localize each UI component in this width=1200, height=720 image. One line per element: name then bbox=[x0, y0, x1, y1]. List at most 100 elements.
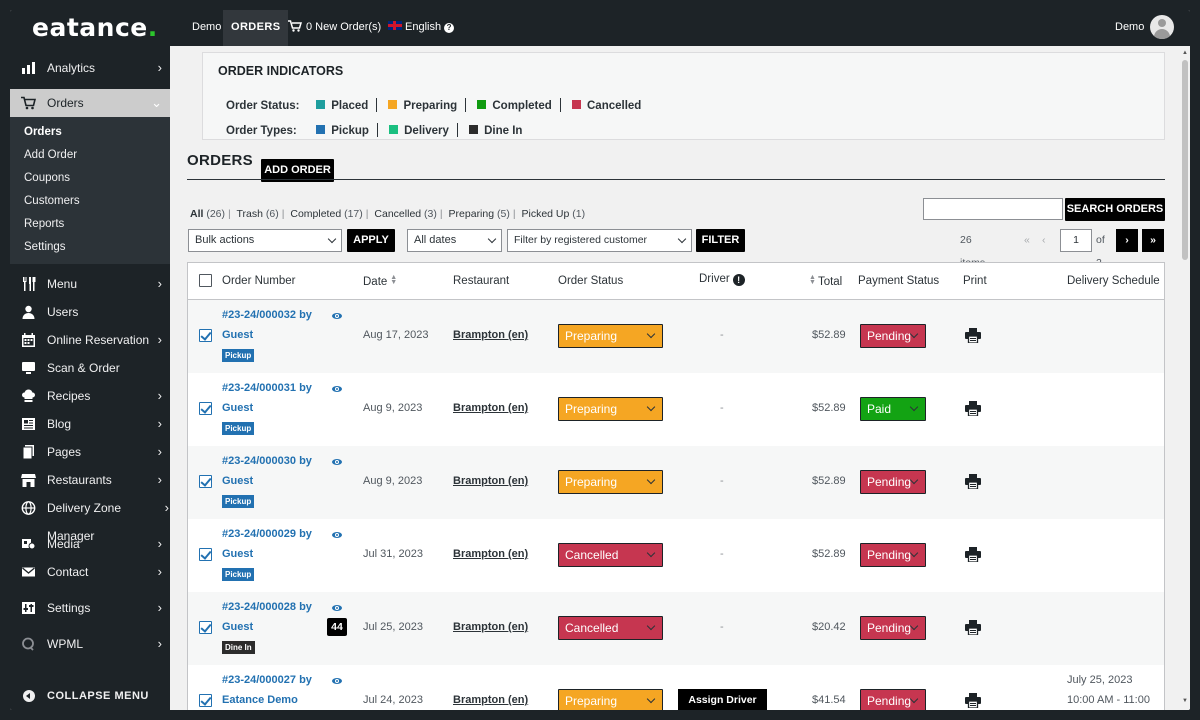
select-all-checkbox[interactable] bbox=[199, 274, 212, 287]
customer-link[interactable]: Guest bbox=[222, 402, 254, 414]
orders-adminbar-link[interactable]: ORDERS bbox=[223, 10, 289, 46]
sidebar-item-settings[interactable]: Settings › bbox=[10, 594, 170, 622]
search-orders-button[interactable]: SEARCH ORDERS bbox=[1065, 198, 1165, 221]
view-picked-up[interactable]: Picked Up bbox=[521, 208, 570, 220]
sidebar-item-users[interactable]: Users bbox=[10, 298, 170, 326]
order-status-select[interactable]: Preparing bbox=[558, 470, 663, 494]
sidebar-item-wpml[interactable]: WPML › bbox=[10, 630, 170, 658]
row-checkbox[interactable] bbox=[199, 402, 212, 415]
payment-status-select[interactable]: Pending bbox=[860, 616, 926, 640]
view-all[interactable]: All bbox=[190, 208, 204, 220]
dates-select[interactable]: All dates bbox=[407, 229, 502, 252]
printer-icon[interactable] bbox=[965, 547, 981, 562]
printer-icon[interactable] bbox=[965, 474, 981, 489]
submenu-item-coupons[interactable]: Coupons bbox=[24, 172, 71, 184]
add-order-button[interactable]: ADD ORDER bbox=[261, 159, 334, 182]
eye-icon[interactable] bbox=[332, 532, 342, 538]
sidebar-item-online-reservation[interactable]: Online Reservation › bbox=[10, 326, 170, 354]
info-icon[interactable]: ! bbox=[732, 274, 745, 286]
sidebar-item-pages[interactable]: Pages › bbox=[10, 438, 170, 466]
new-orders-link[interactable]: 0 New Order(s) bbox=[280, 10, 389, 46]
row-checkbox[interactable] bbox=[199, 475, 212, 488]
printer-icon[interactable] bbox=[965, 328, 981, 343]
order-number-link[interactable]: #23-24/000030 by bbox=[222, 455, 312, 467]
order-number-link[interactable]: #23-24/000027 by bbox=[222, 674, 312, 686]
scroll-down-icon[interactable]: ▼ bbox=[1182, 698, 1188, 704]
eye-icon[interactable] bbox=[332, 313, 342, 319]
sidebar-item-menu[interactable]: Menu › bbox=[10, 270, 170, 298]
payment-status-select[interactable]: Pending bbox=[860, 689, 926, 710]
order-status-select[interactable]: Preparing bbox=[558, 689, 663, 710]
language-switcher[interactable]: English? bbox=[380, 10, 462, 46]
restaurant-link[interactable]: Brampton (en) bbox=[453, 548, 529, 560]
avatar[interactable] bbox=[1150, 15, 1174, 39]
bulk-actions-select[interactable]: Bulk actions bbox=[188, 229, 342, 252]
filter-button[interactable]: FILTER bbox=[696, 229, 745, 252]
customer-link[interactable]: Guest bbox=[222, 548, 254, 560]
submenu-item-settings[interactable]: Settings bbox=[24, 241, 66, 253]
eye-icon[interactable] bbox=[332, 459, 342, 465]
prev-page-button[interactable]: ‹ bbox=[1042, 234, 1046, 246]
order-status-select[interactable]: Preparing bbox=[558, 397, 663, 421]
customer-filter-select[interactable]: Filter by registered customer bbox=[507, 229, 692, 252]
order-status-select[interactable]: Cancelled bbox=[558, 616, 663, 640]
submenu-item-add-order[interactable]: Add Order bbox=[24, 149, 78, 161]
payment-status-select[interactable]: Paid bbox=[860, 397, 926, 421]
user-name[interactable]: Demo bbox=[1115, 21, 1145, 33]
submenu-item-orders[interactable]: Orders bbox=[24, 126, 62, 138]
restaurant-link[interactable]: Brampton (en) bbox=[453, 402, 529, 414]
eye-icon[interactable] bbox=[332, 605, 342, 611]
payment-status-select[interactable]: Pending bbox=[860, 324, 926, 348]
order-number-link[interactable]: #23-24/000031 by bbox=[222, 382, 312, 394]
comment-count-badge[interactable]: 44 bbox=[327, 618, 347, 636]
restaurant-link[interactable]: Brampton (en) bbox=[453, 694, 529, 706]
search-input[interactable] bbox=[923, 198, 1063, 220]
sidebar-item-restaurants[interactable]: Restaurants › bbox=[10, 466, 170, 494]
sidebar-item-orders[interactable]: Orders ⌄ bbox=[10, 89, 170, 117]
printer-icon[interactable] bbox=[965, 693, 981, 708]
view-trash[interactable]: Trash bbox=[236, 208, 263, 220]
scroll-up-icon[interactable]: ▲ bbox=[1182, 50, 1188, 56]
collapse-menu-button[interactable]: COLLAPSE MENU bbox=[10, 682, 170, 710]
row-checkbox[interactable] bbox=[199, 621, 212, 634]
order-number-link[interactable]: #23-24/000032 by bbox=[222, 309, 312, 321]
customer-link[interactable]: Guest bbox=[222, 475, 254, 487]
restaurant-link[interactable]: Brampton (en) bbox=[453, 621, 529, 633]
order-number-link[interactable]: #23-24/000029 by bbox=[222, 528, 312, 540]
row-checkbox[interactable] bbox=[199, 329, 212, 342]
column-date[interactable]: Date ▲ ▼ bbox=[363, 274, 397, 288]
eye-icon[interactable] bbox=[332, 386, 342, 392]
site-name-link[interactable]: Demo bbox=[192, 21, 222, 33]
customer-link[interactable]: Guest bbox=[222, 621, 254, 633]
sidebar-item-contact[interactable]: Contact › bbox=[10, 558, 170, 586]
order-status-select[interactable]: Cancelled bbox=[558, 543, 663, 567]
sidebar-item-recipes[interactable]: Recipes › bbox=[10, 382, 170, 410]
payment-status-select[interactable]: Pending bbox=[860, 470, 926, 494]
column-order-number[interactable]: Order Number bbox=[222, 275, 296, 287]
submenu-item-customers[interactable]: Customers bbox=[24, 195, 80, 207]
eatance-logo[interactable]: eatance. bbox=[32, 13, 158, 42]
customer-link[interactable]: Guest bbox=[222, 329, 254, 341]
view-cancelled[interactable]: Cancelled bbox=[374, 208, 422, 220]
restaurant-link[interactable]: Brampton (en) bbox=[453, 329, 529, 341]
first-page-button[interactable]: « bbox=[1024, 234, 1030, 246]
last-page-button[interactable]: » bbox=[1142, 229, 1164, 252]
sidebar-item-scan-order[interactable]: Scan & Order bbox=[10, 354, 170, 382]
scrollbar-thumb[interactable] bbox=[1182, 60, 1188, 260]
customer-link[interactable]: Eatance Demo bbox=[222, 694, 298, 706]
column-total[interactable]: ▲ ▼ Total bbox=[809, 274, 842, 288]
printer-icon[interactable] bbox=[965, 401, 981, 416]
row-checkbox[interactable] bbox=[199, 694, 212, 707]
submenu-item-reports[interactable]: Reports bbox=[24, 218, 65, 230]
view-preparing[interactable]: Preparing bbox=[448, 208, 495, 220]
vertical-scrollbar[interactable]: ▲ ▼ bbox=[1180, 46, 1190, 710]
row-checkbox[interactable] bbox=[199, 548, 212, 561]
sidebar-item-delivery-zone-manager[interactable]: Delivery Zone Manager › bbox=[10, 494, 170, 543]
sidebar-item-blog[interactable]: Blog › bbox=[10, 410, 170, 438]
current-page-input[interactable]: 1 bbox=[1060, 229, 1092, 252]
apply-button[interactable]: APPLY bbox=[347, 229, 395, 252]
eye-icon[interactable] bbox=[332, 678, 342, 684]
sidebar-item-media[interactable]: Media › bbox=[10, 530, 170, 558]
view-completed[interactable]: Completed bbox=[290, 208, 342, 220]
next-page-button[interactable]: › bbox=[1116, 229, 1138, 252]
